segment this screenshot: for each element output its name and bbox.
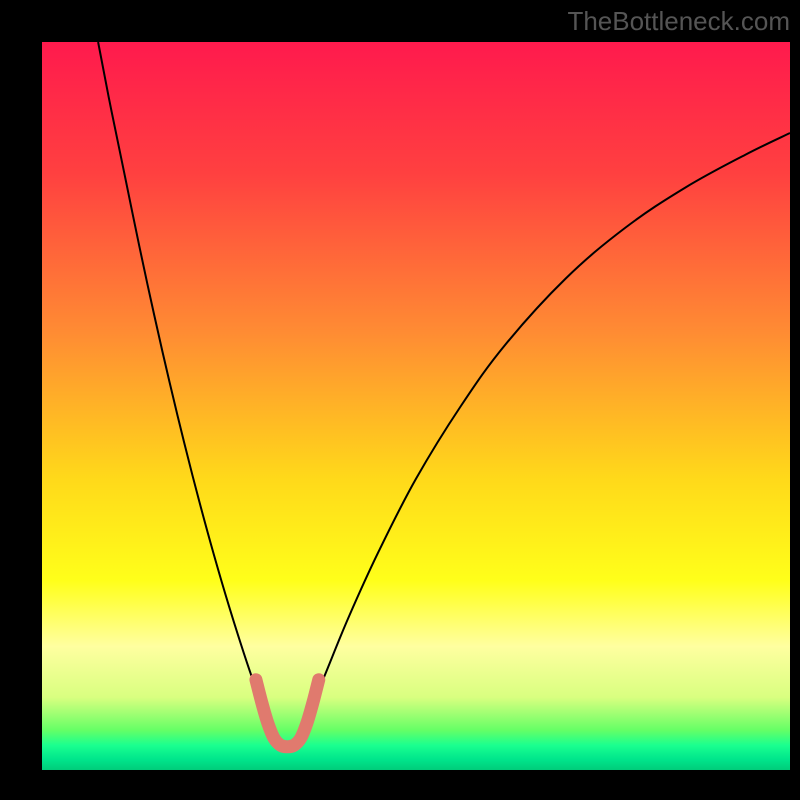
plot-svg bbox=[0, 0, 800, 800]
plot-background bbox=[42, 42, 790, 770]
watermark-text: TheBottleneck.com bbox=[567, 6, 790, 37]
